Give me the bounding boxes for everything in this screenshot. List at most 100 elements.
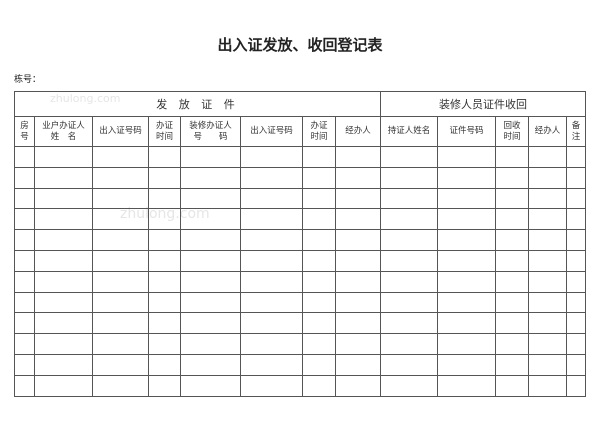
- table-cell[interactable]: [148, 270, 181, 293]
- table-cell[interactable]: [240, 249, 303, 272]
- table-cell[interactable]: [335, 333, 381, 355]
- table-cell[interactable]: [335, 229, 381, 251]
- table-cell[interactable]: [180, 333, 241, 355]
- table-cell[interactable]: [302, 353, 336, 376]
- table-cell[interactable]: [495, 187, 529, 210]
- table-cell[interactable]: [180, 208, 241, 231]
- table-cell[interactable]: [92, 208, 149, 231]
- table-cell[interactable]: [302, 146, 336, 168]
- table-cell[interactable]: [380, 146, 438, 168]
- table-cell[interactable]: [335, 249, 381, 272]
- table-cell[interactable]: [565, 374, 587, 397]
- table-cell[interactable]: [180, 374, 241, 397]
- table-cell[interactable]: [180, 166, 241, 189]
- table-cell[interactable]: [437, 312, 496, 335]
- table-cell[interactable]: [335, 291, 381, 314]
- table-cell[interactable]: [92, 166, 149, 189]
- table-cell[interactable]: [148, 353, 181, 376]
- table-cell[interactable]: [148, 374, 181, 397]
- table-cell[interactable]: [380, 187, 438, 210]
- table-cell[interactable]: [180, 229, 241, 251]
- table-cell[interactable]: [565, 353, 587, 376]
- table-cell[interactable]: [335, 208, 381, 231]
- table-cell[interactable]: [335, 270, 381, 293]
- table-cell[interactable]: [148, 208, 181, 231]
- table-cell[interactable]: [14, 333, 35, 355]
- table-cell[interactable]: [148, 312, 181, 335]
- table-cell[interactable]: [302, 291, 336, 314]
- table-cell[interactable]: [148, 187, 181, 210]
- table-cell[interactable]: [437, 208, 496, 231]
- table-cell[interactable]: [92, 312, 149, 335]
- table-cell[interactable]: [302, 374, 336, 397]
- table-cell[interactable]: [380, 374, 438, 397]
- table-cell[interactable]: [495, 208, 529, 231]
- table-cell[interactable]: [240, 374, 303, 397]
- table-cell[interactable]: [565, 333, 587, 355]
- table-cell[interactable]: [180, 270, 241, 293]
- table-cell[interactable]: [380, 208, 438, 231]
- table-cell[interactable]: [437, 146, 496, 168]
- table-cell[interactable]: [302, 166, 336, 189]
- table-cell[interactable]: [34, 187, 93, 210]
- table-cell[interactable]: [565, 166, 587, 189]
- table-cell[interactable]: [240, 166, 303, 189]
- table-cell[interactable]: [495, 374, 529, 397]
- table-cell[interactable]: [380, 229, 438, 251]
- table-cell[interactable]: [528, 166, 567, 189]
- table-cell[interactable]: [528, 229, 567, 251]
- table-cell[interactable]: [335, 374, 381, 397]
- table-cell[interactable]: [495, 229, 529, 251]
- table-cell[interactable]: [380, 312, 438, 335]
- table-cell[interactable]: [240, 270, 303, 293]
- table-cell[interactable]: [380, 291, 438, 314]
- table-cell[interactable]: [240, 187, 303, 210]
- table-cell[interactable]: [495, 166, 529, 189]
- table-cell[interactable]: [335, 166, 381, 189]
- table-cell[interactable]: [302, 312, 336, 335]
- table-cell[interactable]: [437, 333, 496, 355]
- table-cell[interactable]: [302, 229, 336, 251]
- table-cell[interactable]: [335, 146, 381, 168]
- table-cell[interactable]: [92, 353, 149, 376]
- table-cell[interactable]: [148, 333, 181, 355]
- table-cell[interactable]: [302, 333, 336, 355]
- table-cell[interactable]: [180, 146, 241, 168]
- table-cell[interactable]: [495, 312, 529, 335]
- table-cell[interactable]: [565, 229, 587, 251]
- table-cell[interactable]: [335, 187, 381, 210]
- table-cell[interactable]: [14, 229, 35, 251]
- table-cell[interactable]: [14, 353, 35, 376]
- table-cell[interactable]: [302, 208, 336, 231]
- table-cell[interactable]: [34, 312, 93, 335]
- table-cell[interactable]: [565, 187, 587, 210]
- table-cell[interactable]: [240, 208, 303, 231]
- table-cell[interactable]: [240, 229, 303, 251]
- table-cell[interactable]: [34, 353, 93, 376]
- table-cell[interactable]: [240, 333, 303, 355]
- table-cell[interactable]: [34, 270, 93, 293]
- table-cell[interactable]: [92, 146, 149, 168]
- table-cell[interactable]: [14, 187, 35, 210]
- table-cell[interactable]: [565, 208, 587, 231]
- table-cell[interactable]: [92, 291, 149, 314]
- table-cell[interactable]: [528, 146, 567, 168]
- table-cell[interactable]: [380, 270, 438, 293]
- table-cell[interactable]: [565, 146, 587, 168]
- table-cell[interactable]: [14, 208, 35, 231]
- table-cell[interactable]: [240, 312, 303, 335]
- table-cell[interactable]: [528, 312, 567, 335]
- table-cell[interactable]: [380, 333, 438, 355]
- table-cell[interactable]: [565, 249, 587, 272]
- table-cell[interactable]: [437, 374, 496, 397]
- table-cell[interactable]: [34, 291, 93, 314]
- table-cell[interactable]: [34, 374, 93, 397]
- table-cell[interactable]: [92, 333, 149, 355]
- table-cell[interactable]: [14, 291, 35, 314]
- table-cell[interactable]: [180, 187, 241, 210]
- table-cell[interactable]: [14, 146, 35, 168]
- table-cell[interactable]: [34, 208, 93, 231]
- table-cell[interactable]: [565, 291, 587, 314]
- table-cell[interactable]: [528, 187, 567, 210]
- table-cell[interactable]: [495, 333, 529, 355]
